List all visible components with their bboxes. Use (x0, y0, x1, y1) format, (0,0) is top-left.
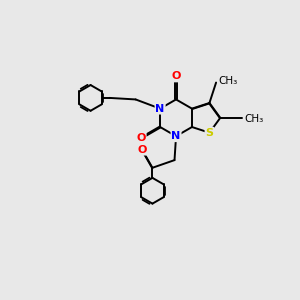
Text: N: N (171, 131, 181, 141)
Text: CH₃: CH₃ (218, 76, 238, 86)
Text: N: N (155, 103, 165, 114)
Text: O: O (137, 145, 147, 154)
Text: O: O (136, 133, 146, 143)
Text: S: S (206, 128, 214, 138)
Text: O: O (171, 71, 181, 82)
Text: CH₃: CH₃ (244, 114, 263, 124)
